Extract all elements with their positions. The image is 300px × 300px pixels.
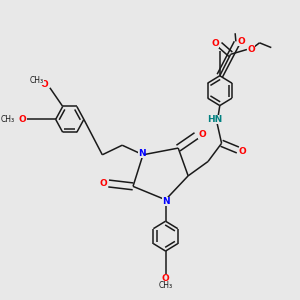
Text: O: O <box>237 37 245 46</box>
Text: O: O <box>198 130 206 139</box>
Text: N: N <box>162 197 170 206</box>
Text: CH₃: CH₃ <box>158 281 172 290</box>
Text: CH₃: CH₃ <box>0 115 14 124</box>
Text: O: O <box>239 147 247 156</box>
Text: O: O <box>247 45 255 54</box>
Text: CH₃: CH₃ <box>30 76 44 85</box>
Text: HN: HN <box>207 115 223 124</box>
Text: O: O <box>19 115 26 124</box>
Text: O: O <box>162 274 170 283</box>
Text: N: N <box>138 149 146 158</box>
Text: O: O <box>40 80 48 89</box>
Text: O: O <box>211 39 219 48</box>
Text: O: O <box>100 179 108 188</box>
